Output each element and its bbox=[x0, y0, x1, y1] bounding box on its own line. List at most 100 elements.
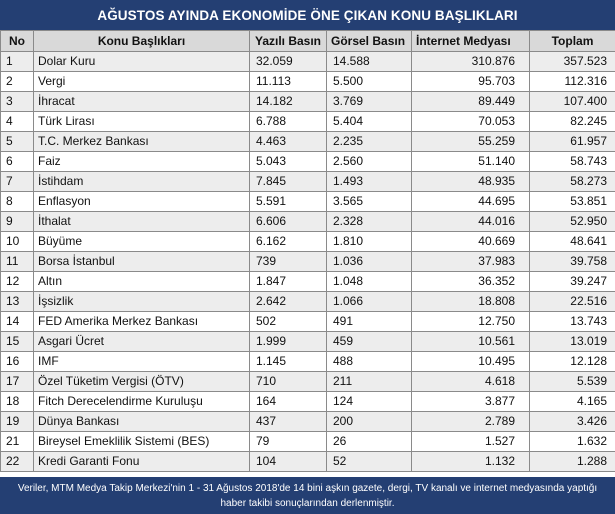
cell-visual-press: 3.769 bbox=[326, 91, 412, 112]
cell-visual-press: 211 bbox=[326, 371, 412, 392]
cell-no: 5 bbox=[0, 131, 34, 152]
cell-topic: IMF bbox=[33, 351, 250, 372]
cell-visual-press: 2.235 bbox=[326, 131, 412, 152]
cell-visual-press: 2.560 bbox=[326, 151, 412, 172]
table-row: 21 Bireysel Emeklilik Sistemi (BES) 79 26 1.… bbox=[0, 431, 615, 452]
table-header-row: No Konu Başlıkları Yazılı Basın Görsel B… bbox=[0, 30, 615, 52]
cell-topic: FED Amerika Merkez Bankası bbox=[33, 311, 250, 332]
cell-total: 1.288 bbox=[529, 451, 615, 472]
source-note: Veriler, MTM Medya Takip Merkezi'nin 1 -… bbox=[0, 477, 615, 514]
cell-visual-press: 52 bbox=[326, 451, 412, 472]
cell-internet-media: 10.495 bbox=[411, 351, 530, 372]
cell-visual-press: 26 bbox=[326, 431, 412, 452]
table-row: 17 Özel Tüketim Vergisi (ÖTV) 710 211 4.618 5… bbox=[0, 371, 615, 392]
cell-print-press: 32.059 bbox=[249, 51, 327, 72]
table-row: 18 Fitch Derecelendirme Kuruluşu 164 124 3.8… bbox=[0, 391, 615, 412]
table-row: 4 Türk Lirası 6.788 5.404 70.053 82.245 bbox=[0, 111, 615, 132]
cell-internet-media: 36.352 bbox=[411, 271, 530, 292]
table-row: 8 Enflasyon 5.591 3.565 44.695 53.851 bbox=[0, 191, 615, 212]
cell-topic: Faiz bbox=[33, 151, 250, 172]
cell-visual-press: 3.565 bbox=[326, 191, 412, 212]
cell-visual-press: 459 bbox=[326, 331, 412, 352]
cell-total: 12.128 bbox=[529, 351, 615, 372]
cell-no: 3 bbox=[0, 91, 34, 112]
table-row: 10 Büyüme 6.162 1.810 40.669 48.641 bbox=[0, 231, 615, 252]
cell-no: 11 bbox=[0, 251, 34, 272]
cell-print-press: 164 bbox=[249, 391, 327, 412]
cell-no: 22 bbox=[0, 451, 34, 472]
cell-topic: Altın bbox=[33, 271, 250, 292]
cell-topic: Türk Lirası bbox=[33, 111, 250, 132]
cell-no: 16 bbox=[0, 351, 34, 372]
cell-print-press: 104 bbox=[249, 451, 327, 472]
cell-visual-press: 488 bbox=[326, 351, 412, 372]
cell-visual-press: 2.328 bbox=[326, 211, 412, 232]
cell-print-press: 11.113 bbox=[249, 71, 327, 92]
cell-topic: Vergi bbox=[33, 71, 250, 92]
cell-internet-media: 3.877 bbox=[411, 391, 530, 412]
cell-internet-media: 89.449 bbox=[411, 91, 530, 112]
cell-internet-media: 70.053 bbox=[411, 111, 530, 132]
cell-print-press: 4.463 bbox=[249, 131, 327, 152]
cell-no: 12 bbox=[0, 271, 34, 292]
cell-internet-media: 1.527 bbox=[411, 431, 530, 452]
table-row: 7 İstihdam 7.845 1.493 48.935 58.273 bbox=[0, 171, 615, 192]
column-header-print-press: Yazılı Basın bbox=[249, 30, 327, 52]
cell-print-press: 79 bbox=[249, 431, 327, 452]
cell-no: 1 bbox=[0, 51, 34, 72]
table-body: 1 Dolar Kuru 32.059 14.588 310.876 357.523 2 Ve… bbox=[0, 51, 615, 472]
cell-print-press: 6.606 bbox=[249, 211, 327, 232]
cell-total: 61.957 bbox=[529, 131, 615, 152]
cell-topic: İstihdam bbox=[33, 171, 250, 192]
cell-visual-press: 1.066 bbox=[326, 291, 412, 312]
cell-total: 3.426 bbox=[529, 411, 615, 432]
cell-internet-media: 40.669 bbox=[411, 231, 530, 252]
cell-topic: Fitch Derecelendirme Kuruluşu bbox=[33, 391, 250, 412]
cell-print-press: 14.182 bbox=[249, 91, 327, 112]
cell-no: 13 bbox=[0, 291, 34, 312]
cell-print-press: 1.145 bbox=[249, 351, 327, 372]
cell-visual-press: 124 bbox=[326, 391, 412, 412]
table-row: 13 İşsizlik 2.642 1.066 18.808 22.516 bbox=[0, 291, 615, 312]
cell-total: 22.516 bbox=[529, 291, 615, 312]
cell-no: 21 bbox=[0, 431, 34, 452]
cell-internet-media: 1.132 bbox=[411, 451, 530, 472]
cell-total: 58.273 bbox=[529, 171, 615, 192]
cell-no: 9 bbox=[0, 211, 34, 232]
cell-total: 13.019 bbox=[529, 331, 615, 352]
cell-internet-media: 44.016 bbox=[411, 211, 530, 232]
column-header-total: Toplam bbox=[529, 30, 615, 52]
cell-no: 10 bbox=[0, 231, 34, 252]
cell-no: 17 bbox=[0, 371, 34, 392]
table-row: 22 Kredi Garanti Fonu 104 52 1.132 1.288 bbox=[0, 451, 615, 472]
table-row: 19 Dünya Bankası 437 200 2.789 3.426 bbox=[0, 411, 615, 432]
cell-no: 4 bbox=[0, 111, 34, 132]
cell-total: 39.758 bbox=[529, 251, 615, 272]
cell-no: 8 bbox=[0, 191, 34, 212]
cell-total: 1.632 bbox=[529, 431, 615, 452]
cell-visual-press: 1.810 bbox=[326, 231, 412, 252]
cell-visual-press: 1.493 bbox=[326, 171, 412, 192]
cell-visual-press: 5.404 bbox=[326, 111, 412, 132]
cell-print-press: 7.845 bbox=[249, 171, 327, 192]
cell-print-press: 502 bbox=[249, 311, 327, 332]
cell-print-press: 1.847 bbox=[249, 271, 327, 292]
topics-table: No Konu Başlıkları Yazılı Basın Görsel B… bbox=[0, 30, 615, 472]
cell-internet-media: 2.789 bbox=[411, 411, 530, 432]
cell-topic: Bireysel Emeklilik Sistemi (BES) bbox=[33, 431, 250, 452]
cell-total: 58.743 bbox=[529, 151, 615, 172]
cell-internet-media: 4.618 bbox=[411, 371, 530, 392]
cell-topic: Dolar Kuru bbox=[33, 51, 250, 72]
cell-topic: İhracat bbox=[33, 91, 250, 112]
cell-visual-press: 5.500 bbox=[326, 71, 412, 92]
cell-no: 2 bbox=[0, 71, 34, 92]
cell-total: 82.245 bbox=[529, 111, 615, 132]
table-row: 6 Faiz 5.043 2.560 51.140 58.743 bbox=[0, 151, 615, 172]
cell-internet-media: 51.140 bbox=[411, 151, 530, 172]
cell-total: 112.316 bbox=[529, 71, 615, 92]
cell-internet-media: 44.695 bbox=[411, 191, 530, 212]
cell-no: 18 bbox=[0, 391, 34, 412]
cell-topic: T.C. Merkez Bankası bbox=[33, 131, 250, 152]
cell-print-press: 437 bbox=[249, 411, 327, 432]
